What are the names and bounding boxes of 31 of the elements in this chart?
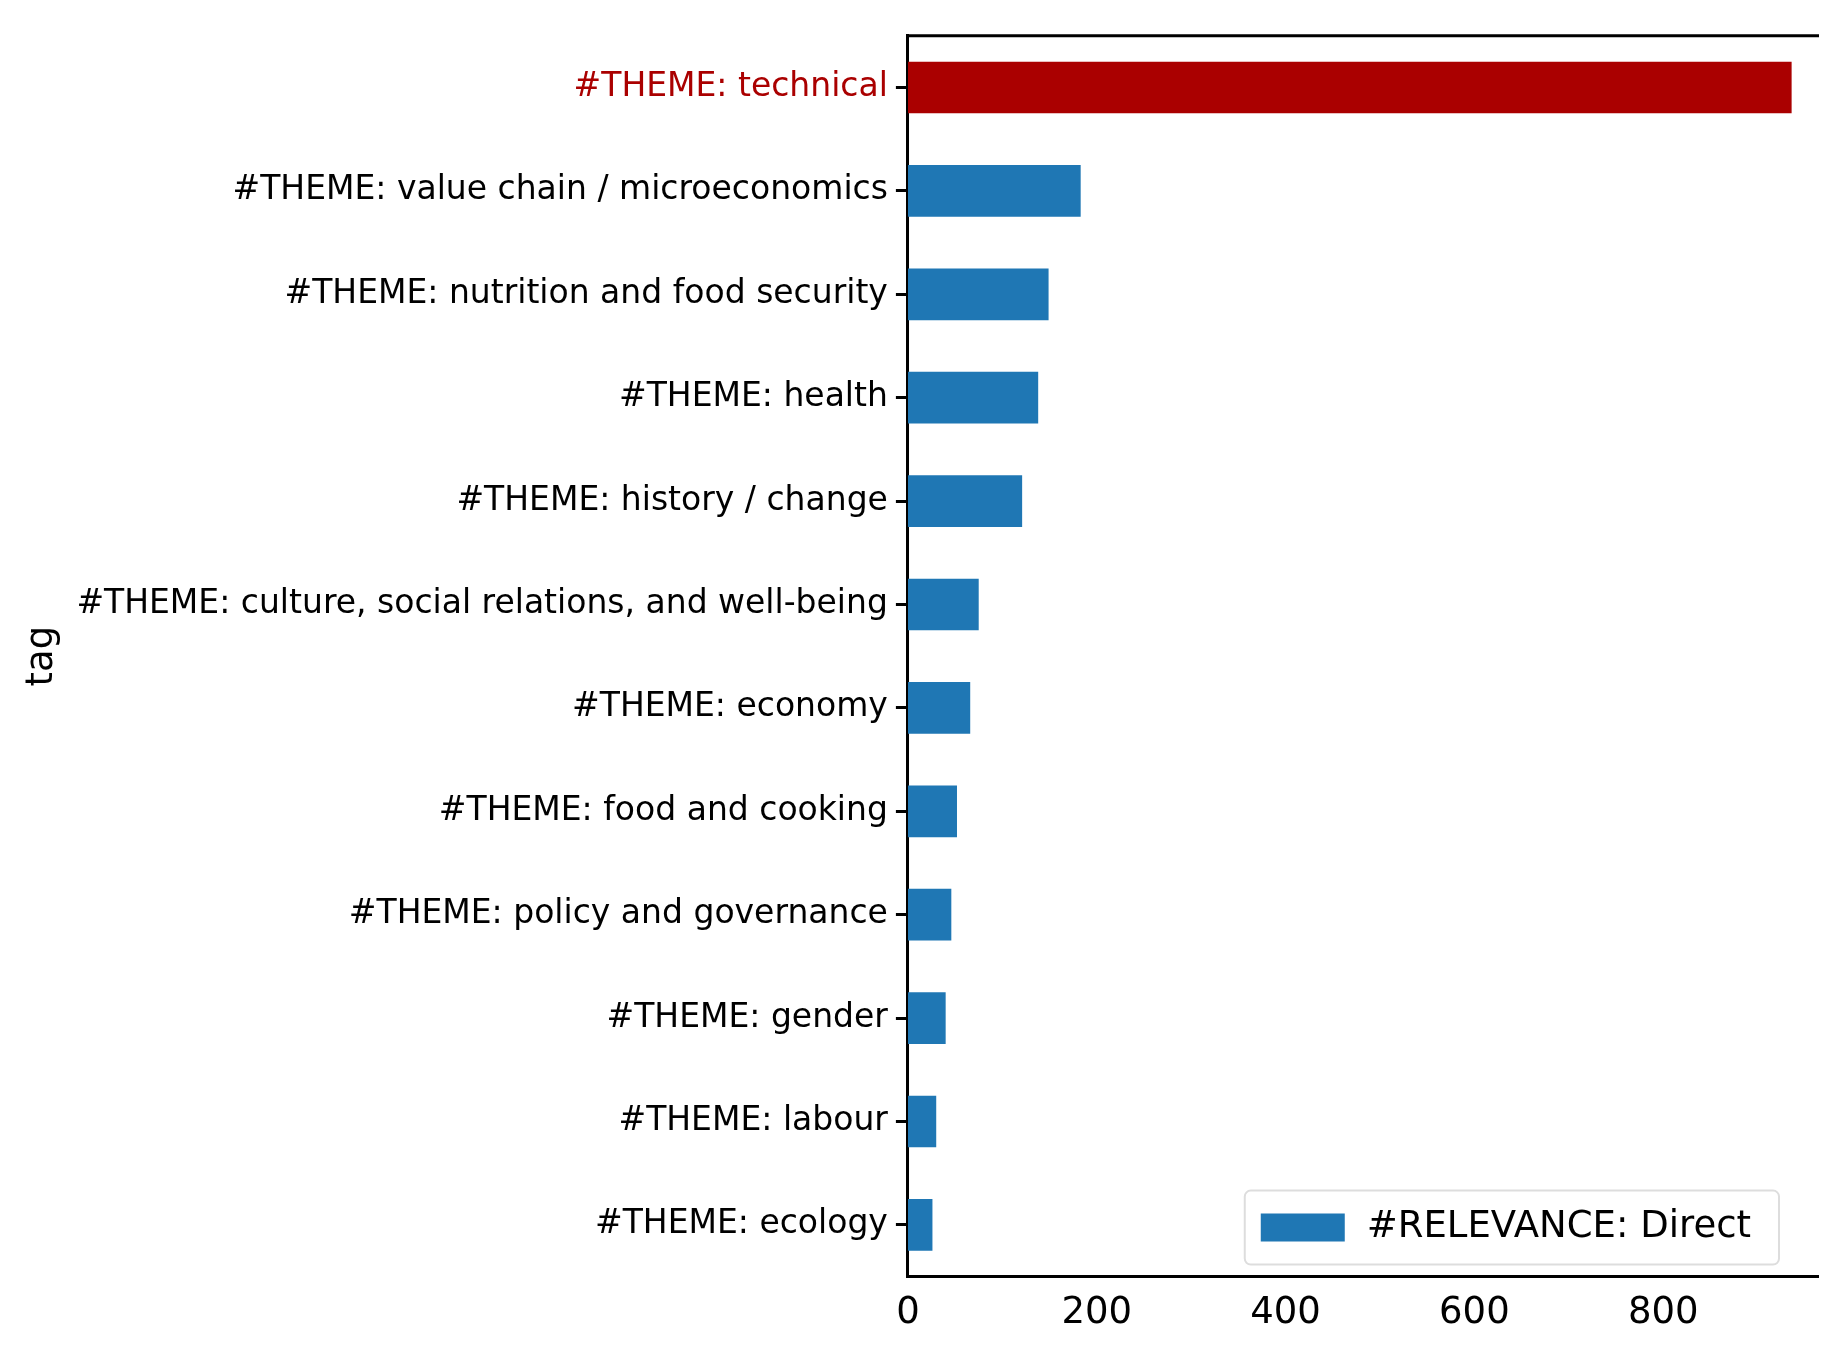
y-tick-label: #THEME: health xyxy=(619,375,888,415)
y-tick-label: #THEME: technical xyxy=(573,65,888,105)
bar xyxy=(907,61,1792,114)
y-tick-label: #THEME: value chain / microeconomics xyxy=(232,168,888,208)
y-tick-label: #THEME: food and cooking xyxy=(438,788,888,828)
y-tick-label: #THEME: culture, social relations, and well-being xyxy=(76,582,888,622)
y-tick-label: #THEME: ecology xyxy=(595,1202,888,1242)
bar xyxy=(907,888,952,941)
bar xyxy=(907,578,979,631)
bar xyxy=(907,992,946,1044)
x-tick-label: 0 xyxy=(896,1289,920,1333)
y-axis-title: tag xyxy=(17,625,61,687)
bar xyxy=(907,1095,937,1148)
x-tick-label: 400 xyxy=(1250,1289,1321,1333)
bar xyxy=(907,371,1039,424)
x-tick-label: 200 xyxy=(1061,1289,1133,1333)
y-tick-label: #THEME: labour xyxy=(618,1099,889,1139)
y-tick-label: #THEME: nutrition and food security xyxy=(284,271,888,311)
y-tick-label: #THEME: history / change xyxy=(456,478,888,518)
y-tick-label: #THEME: economy xyxy=(572,685,888,725)
bar xyxy=(907,268,1049,321)
bar xyxy=(907,682,971,734)
bar xyxy=(907,1199,933,1251)
y-tick-label: #THEME: policy and governance xyxy=(348,892,888,932)
x-tick-label: 600 xyxy=(1439,1289,1510,1333)
x-tick-label: 800 xyxy=(1627,1289,1699,1333)
y-tick-label: #THEME: gender xyxy=(606,995,889,1035)
bar xyxy=(907,165,1081,217)
bar xyxy=(907,475,1023,527)
bar xyxy=(907,785,957,838)
legend-label: #RELEVANCE: Direct xyxy=(1366,1203,1752,1247)
